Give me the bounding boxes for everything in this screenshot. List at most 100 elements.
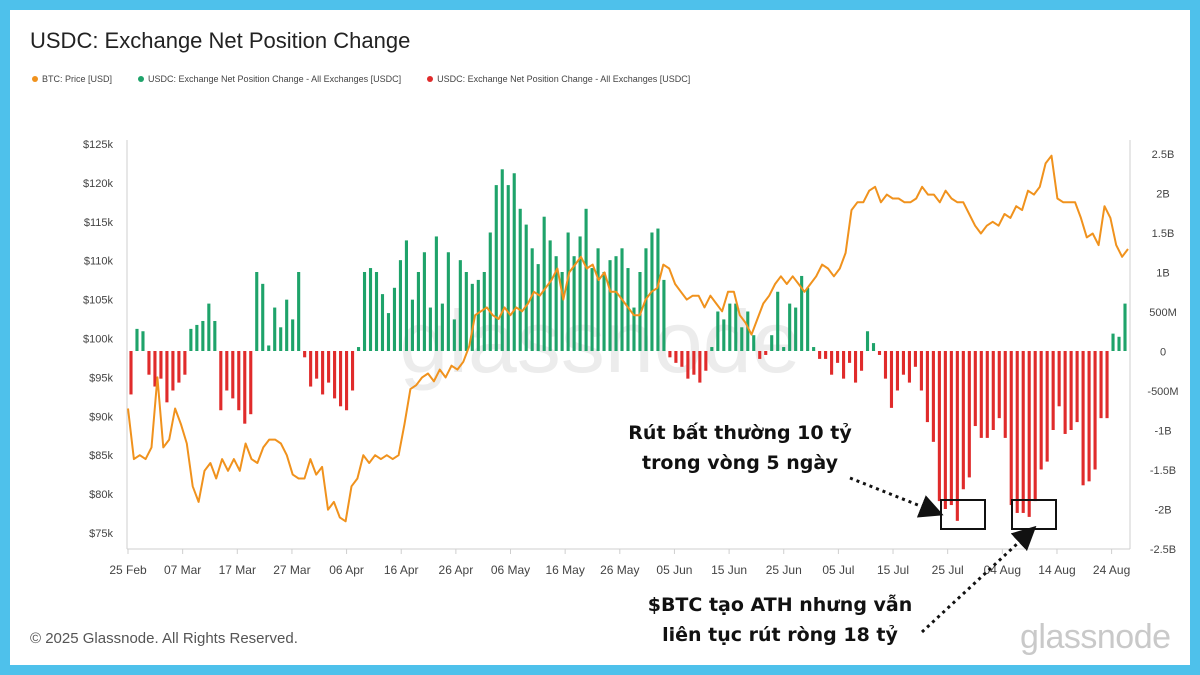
inflow-bar bbox=[770, 335, 774, 351]
outflow-bar bbox=[907, 351, 911, 383]
outflow-bar bbox=[1069, 351, 1073, 430]
x-tick-label: 14 Aug bbox=[1038, 563, 1075, 577]
inflow-bar bbox=[356, 347, 361, 351]
inflow-bar bbox=[638, 272, 642, 351]
x-tick-label: 17 Mar bbox=[219, 563, 256, 577]
y-left-tick-label: $80k bbox=[89, 489, 113, 501]
inflow-bar bbox=[656, 228, 660, 351]
x-tick-label: 05 Jun bbox=[656, 563, 692, 577]
y-right-tick-label: 500M bbox=[1149, 307, 1177, 319]
copyright-footer: © 2025 Glassnode. All Rights Reserved. bbox=[30, 630, 298, 647]
y-left-tick-label: $120k bbox=[83, 178, 113, 190]
outflow-bar bbox=[165, 351, 169, 403]
inflow-bar bbox=[261, 283, 265, 351]
outflow-bar bbox=[243, 351, 247, 424]
inflow-bar bbox=[267, 345, 271, 351]
y-right-tick-label: 2.5B bbox=[1152, 149, 1175, 161]
inflow-bar bbox=[374, 272, 379, 351]
inflow-bar bbox=[297, 272, 301, 351]
outflow-bar bbox=[159, 351, 163, 379]
inflow-bar bbox=[614, 256, 618, 351]
outflow-bar bbox=[698, 351, 702, 383]
y-right-tick-label: 2B bbox=[1156, 189, 1169, 201]
outflow-bar bbox=[1087, 351, 1091, 482]
x-tick-label: 06 Apr bbox=[329, 563, 364, 577]
x-tick-label: 25 Feb bbox=[109, 563, 147, 577]
inflow-bar bbox=[871, 343, 876, 351]
outflow-bar bbox=[1105, 351, 1109, 419]
page-title: USDC: Exchange Net Position Change bbox=[30, 28, 411, 53]
outflow-bar bbox=[1075, 351, 1079, 423]
y-left-tick-label: $115k bbox=[84, 217, 114, 229]
inflow-bar bbox=[201, 320, 205, 351]
y-right-tick-label: 1.5B bbox=[1152, 228, 1175, 240]
inflow-bar bbox=[608, 260, 612, 351]
x-tick-label: 25 Jul bbox=[932, 563, 964, 577]
inflow-bar bbox=[812, 347, 816, 351]
inflow-bar bbox=[434, 236, 438, 351]
outflow-bar bbox=[309, 351, 313, 387]
inflow-bar bbox=[213, 320, 217, 351]
inflow-bar bbox=[542, 216, 546, 351]
inflow-bar bbox=[279, 327, 283, 351]
legend-item-usdc-outflow: USDC: Exchange Net Position Change - All… bbox=[427, 74, 690, 84]
inflow-bar bbox=[410, 299, 414, 351]
outflow-bar bbox=[830, 351, 834, 375]
glassnode-logo: glassnode bbox=[1020, 618, 1171, 656]
inflow-bar bbox=[255, 272, 259, 351]
chart-card: USDC: Exchange Net Position Change BTC: … bbox=[10, 10, 1190, 665]
inflow-bar bbox=[1123, 303, 1127, 351]
outflow-bar bbox=[1081, 351, 1085, 486]
outflow-bar bbox=[177, 351, 181, 383]
inflow-bar bbox=[800, 275, 804, 351]
inflow-bar bbox=[722, 319, 726, 351]
outflow-bar bbox=[345, 351, 349, 411]
outflow-bar bbox=[321, 351, 325, 395]
inflow-bar bbox=[572, 256, 576, 351]
y-right-tick-label: -2B bbox=[1154, 505, 1171, 517]
outflow-bar bbox=[333, 351, 337, 399]
inflow-bar bbox=[416, 272, 420, 351]
outflow-bar bbox=[973, 351, 977, 427]
highlight-box-jul bbox=[940, 499, 986, 530]
inflow-bar bbox=[380, 294, 385, 351]
outflow-bar bbox=[889, 351, 894, 408]
inflow-bar bbox=[440, 303, 444, 351]
inflow-bar bbox=[362, 272, 367, 351]
outflow-bar bbox=[680, 351, 684, 367]
outflow-bar bbox=[836, 351, 840, 363]
outflow-bar bbox=[668, 351, 672, 358]
outflow-bar bbox=[674, 351, 678, 363]
outflow-bar bbox=[249, 351, 253, 415]
outflow-bar bbox=[985, 351, 989, 438]
arrow-to-aug-box bbox=[920, 525, 1037, 634]
y-left-tick-label: $75k bbox=[89, 528, 113, 540]
outflow-bar bbox=[1027, 351, 1031, 517]
y-left-tick-label: $110k bbox=[84, 256, 114, 268]
inflow-bar bbox=[392, 287, 397, 351]
outflow-bar bbox=[1009, 351, 1013, 506]
x-tick-label: 07 Mar bbox=[164, 563, 201, 577]
outflow-bar bbox=[955, 351, 959, 521]
legend-item-btc-price: BTC: Price [USD] bbox=[32, 74, 112, 84]
annotation-line: $BTC tạo ATH nhưng vẫn bbox=[647, 594, 913, 616]
inflow-bar bbox=[716, 311, 720, 351]
outflow-bar bbox=[818, 351, 822, 359]
outflow-bar bbox=[303, 351, 307, 358]
annotation-ath: $BTC tạo ATH nhưng vẫn liên tục rút ròng… bbox=[640, 590, 920, 650]
outflow-bar bbox=[129, 351, 133, 395]
y-right-tick-label: -1B bbox=[1154, 426, 1171, 438]
outflow-bar bbox=[1021, 351, 1025, 513]
annotation-withdrawal: Rút bất thường 10 tỷ trong vòng 5 ngày bbox=[620, 418, 860, 478]
outflow-bar bbox=[183, 351, 187, 375]
inflow-bar bbox=[422, 252, 426, 351]
inflow-bar bbox=[788, 303, 792, 351]
inflow-bar bbox=[482, 272, 486, 351]
inflow-bar bbox=[806, 287, 810, 351]
outflow-bar bbox=[1003, 351, 1007, 438]
outflow-bar bbox=[859, 351, 864, 371]
inflow-bar bbox=[578, 236, 582, 351]
inflow-bar bbox=[189, 328, 193, 351]
outflow-bar bbox=[931, 351, 935, 442]
inflow-bar bbox=[596, 248, 600, 351]
